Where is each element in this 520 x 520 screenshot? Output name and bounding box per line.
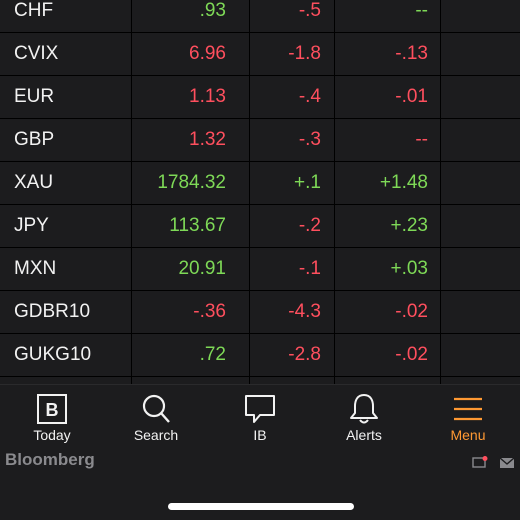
net-change: -.3	[298, 129, 321, 150]
table-row[interactable]: CHF .93 -.5 --	[0, 0, 520, 33]
net-change: -2.8	[288, 344, 321, 365]
security-name: CHF	[14, 0, 54, 21]
security-name: XAU	[14, 172, 54, 193]
net-change: -.5	[298, 0, 321, 21]
search-icon	[142, 394, 170, 423]
last-price: 1.32	[189, 129, 226, 150]
table-row[interactable]: MXN 20.91 -.1 +.03	[0, 247, 520, 291]
bell-icon	[350, 394, 378, 424]
footer-bar: Bloomberg	[0, 450, 520, 520]
column-divider	[334, 0, 335, 384]
percent-change: --	[415, 129, 428, 150]
mail-icon[interactable]	[499, 456, 515, 470]
net-change: +.1	[294, 172, 321, 193]
tab-alerts-label: Alerts	[346, 427, 382, 443]
tab-search-label: Search	[133, 427, 179, 443]
tab-alerts[interactable]: Alerts	[312, 385, 416, 455]
table-row[interactable]: GUKG10 .72 -2.8 -.02	[0, 333, 520, 377]
svg-text:B: B	[46, 400, 59, 420]
table-row[interactable]: GBP 1.32 -.3 --	[0, 118, 520, 162]
table-row[interactable]: EUR 1.13 -.4 -.01	[0, 75, 520, 119]
column-divider	[249, 0, 250, 384]
last-price: .72	[199, 344, 226, 365]
table-row[interactable]: GDBR10 -.36 -4.3 -.02	[0, 290, 520, 334]
tab-menu-label: Menu	[450, 427, 486, 443]
last-price: 20.91	[178, 258, 226, 279]
percent-change: --	[415, 0, 428, 21]
security-name: EUR	[14, 86, 55, 107]
security-name: CVIX	[14, 43, 59, 64]
hamburger-menu-icon	[454, 397, 482, 421]
tab-ib[interactable]: IB	[208, 385, 312, 455]
security-name: GDBR10	[14, 301, 91, 322]
last-price: 6.96	[189, 43, 226, 64]
home-indicator[interactable]	[168, 503, 354, 510]
percent-change: -.02	[395, 301, 428, 322]
net-change: -4.3	[288, 301, 321, 322]
tab-search[interactable]: Search	[104, 385, 208, 455]
last-price: -.36	[193, 301, 226, 322]
bottom-tab-bar: B Today Search IB Alerts Menu	[0, 384, 520, 455]
tab-ib-label: IB	[253, 427, 267, 443]
net-change: -.4	[298, 86, 321, 107]
tab-menu[interactable]: Menu	[416, 385, 520, 455]
last-price: 1.13	[189, 86, 226, 107]
table-row[interactable]: JPY 113.67 -.2 +.23	[0, 204, 520, 248]
percent-change: +.23	[390, 215, 428, 236]
quote-table: CHF .93 -.5 -- CVIX 6.96 -1.8 -.13 EUR 1.13 -.4 -.0…	[0, 0, 520, 384]
tab-today[interactable]: B Today	[0, 385, 104, 455]
net-change: -.2	[298, 215, 321, 236]
percent-change: -.13	[395, 43, 428, 64]
net-change: -.1	[298, 258, 321, 279]
chat-bubble-icon	[245, 395, 275, 423]
table-row[interactable]: XAU 1784.32 +.1 +1.48	[0, 161, 520, 205]
security-name: JPY	[14, 215, 49, 236]
bloomberg-logo: Bloomberg	[5, 450, 95, 469]
security-name: MXN	[14, 258, 57, 279]
last-price: .93	[199, 0, 226, 21]
percent-change: +1.48	[379, 172, 428, 193]
last-price: 1784.32	[157, 172, 226, 193]
column-divider	[440, 0, 441, 384]
last-price: 113.67	[169, 215, 226, 236]
net-change: -1.8	[288, 43, 321, 64]
table-row[interactable]: CVIX 6.96 -1.8 -.13	[0, 32, 520, 76]
feedback-icon[interactable]	[472, 456, 488, 470]
column-divider	[131, 0, 132, 384]
bloomberg-b-icon: B	[37, 394, 67, 424]
percent-change: +.03	[390, 258, 428, 279]
security-name: GUKG10	[14, 344, 92, 365]
percent-change: -.01	[395, 86, 428, 107]
tab-today-label: Today	[33, 427, 71, 443]
security-name: GBP	[14, 129, 55, 150]
percent-change: -.02	[395, 344, 428, 365]
